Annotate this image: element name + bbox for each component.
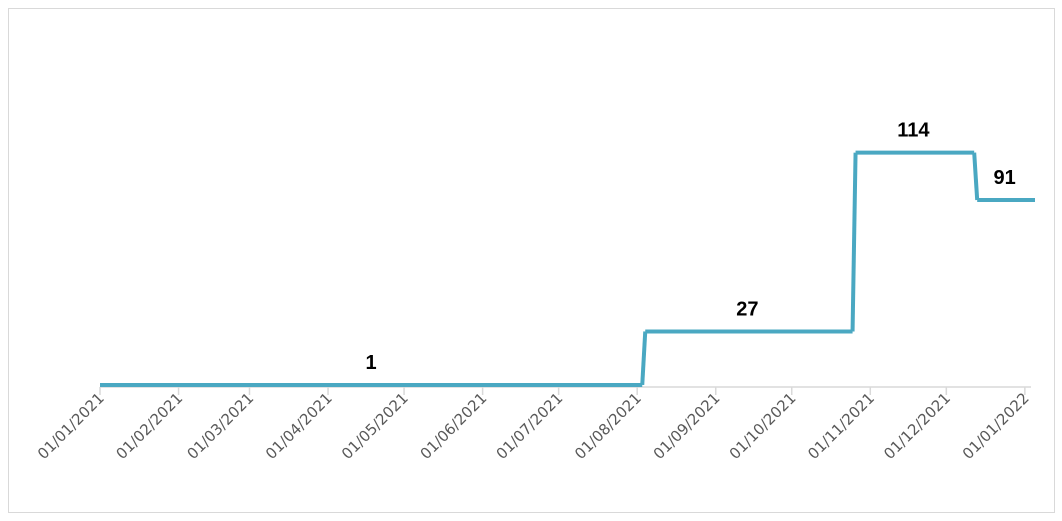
chart-border bbox=[8, 8, 1055, 513]
step-riser bbox=[972, 152, 980, 201]
data-label: 91 bbox=[993, 167, 1015, 189]
step-riser bbox=[640, 331, 648, 386]
data-label: 27 bbox=[736, 299, 758, 321]
step-riser bbox=[850, 152, 858, 332]
data-label: 114 bbox=[897, 120, 930, 142]
data-label: 1 bbox=[366, 352, 377, 374]
